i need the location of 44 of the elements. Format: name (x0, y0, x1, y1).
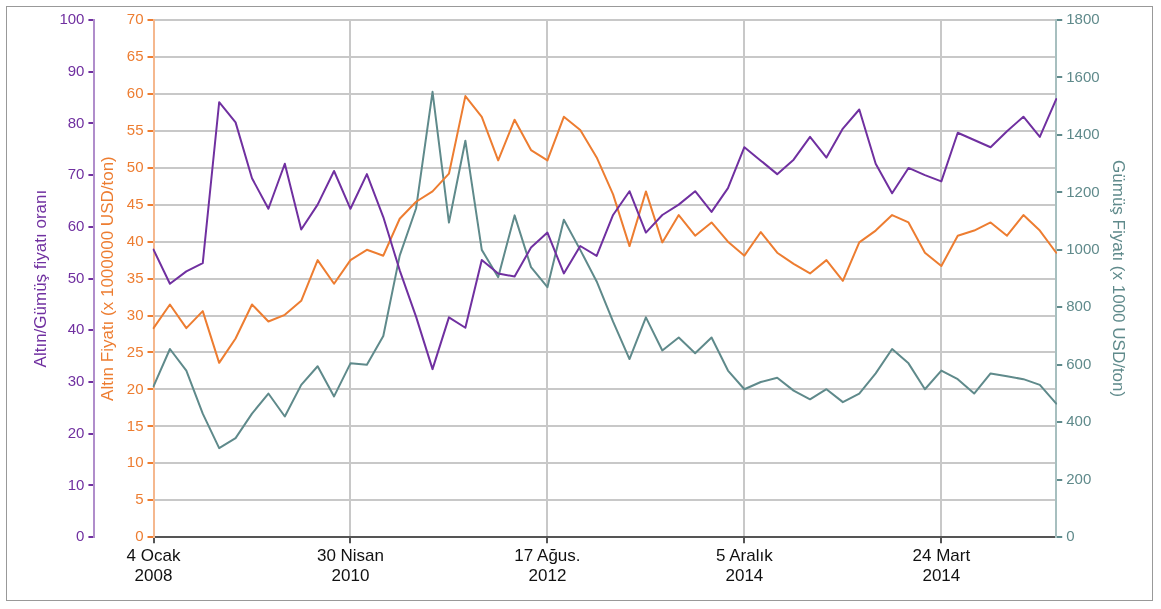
y-tick-label: 40 (67, 320, 85, 338)
y3-tick-label: 1600 (1066, 67, 1100, 85)
y-tick-label: 0 (76, 527, 85, 545)
x-tick-label: 30 Nisan 2010 (316, 546, 385, 586)
y2-axis-title: Altın Fiyatı (x 1000000 USD/ton) (98, 156, 118, 401)
y2-tick-label: 45 (126, 194, 144, 212)
y2-tick-label: 70 (126, 10, 144, 28)
y-tick-label: 80 (67, 113, 85, 131)
x-tick-label: 17 Ağus. 2012 (514, 546, 581, 586)
y2-tick-label: 60 (126, 84, 144, 102)
y-tick-label: 100 (59, 10, 85, 28)
y3-tick-label: 800 (1066, 297, 1092, 315)
y2-tick-label: 10 (126, 453, 144, 471)
y-tick-label: 60 (67, 217, 85, 235)
y2-tick-label: 25 (126, 342, 144, 360)
y-tick-label: 70 (67, 165, 85, 183)
y3-tick-label: 1200 (1066, 182, 1100, 200)
y2-tick-label: 20 (126, 379, 144, 397)
y-axis-title: Altın/Gümüş fiyatı oranı (30, 189, 50, 368)
y3-tick-label: 0 (1066, 527, 1075, 545)
y-tick-label: 10 (67, 475, 85, 493)
y2-tick-label: 15 (126, 416, 144, 434)
y3-tick-label: 1000 (1066, 240, 1100, 258)
y-tick-label: 50 (67, 268, 85, 286)
y2-tick-label: 35 (126, 268, 144, 286)
y2-tick-label: 30 (126, 305, 144, 323)
y3-tick-label: 400 (1066, 412, 1092, 430)
y2-tick-label: 50 (126, 157, 144, 175)
y-tick-label: 90 (67, 61, 85, 79)
x-tick-label: 4 Ocak 2008 (126, 546, 181, 586)
y-tick-label: 30 (67, 372, 85, 390)
y2-tick-label: 5 (135, 490, 144, 508)
y2-tick-label: 55 (126, 120, 144, 138)
y-tick-label: 20 (67, 423, 85, 441)
y3-axis-title: Gümüş Fiyatı (x 1000 USD/ton) (1109, 160, 1129, 398)
y3-tick-label: 600 (1066, 354, 1092, 372)
y2-tick-label: 40 (126, 231, 144, 249)
y3-tick-label: 1400 (1066, 125, 1100, 143)
y3-tick-label: 1800 (1066, 10, 1100, 28)
x-tick-label: 24 Mart 2014 (912, 546, 971, 586)
y2-tick-label: 0 (135, 527, 144, 545)
x-tick-label: 5 Aralık 2014 (716, 546, 774, 586)
y3-tick-label: 200 (1066, 469, 1092, 487)
y2-tick-label: 65 (126, 47, 144, 65)
